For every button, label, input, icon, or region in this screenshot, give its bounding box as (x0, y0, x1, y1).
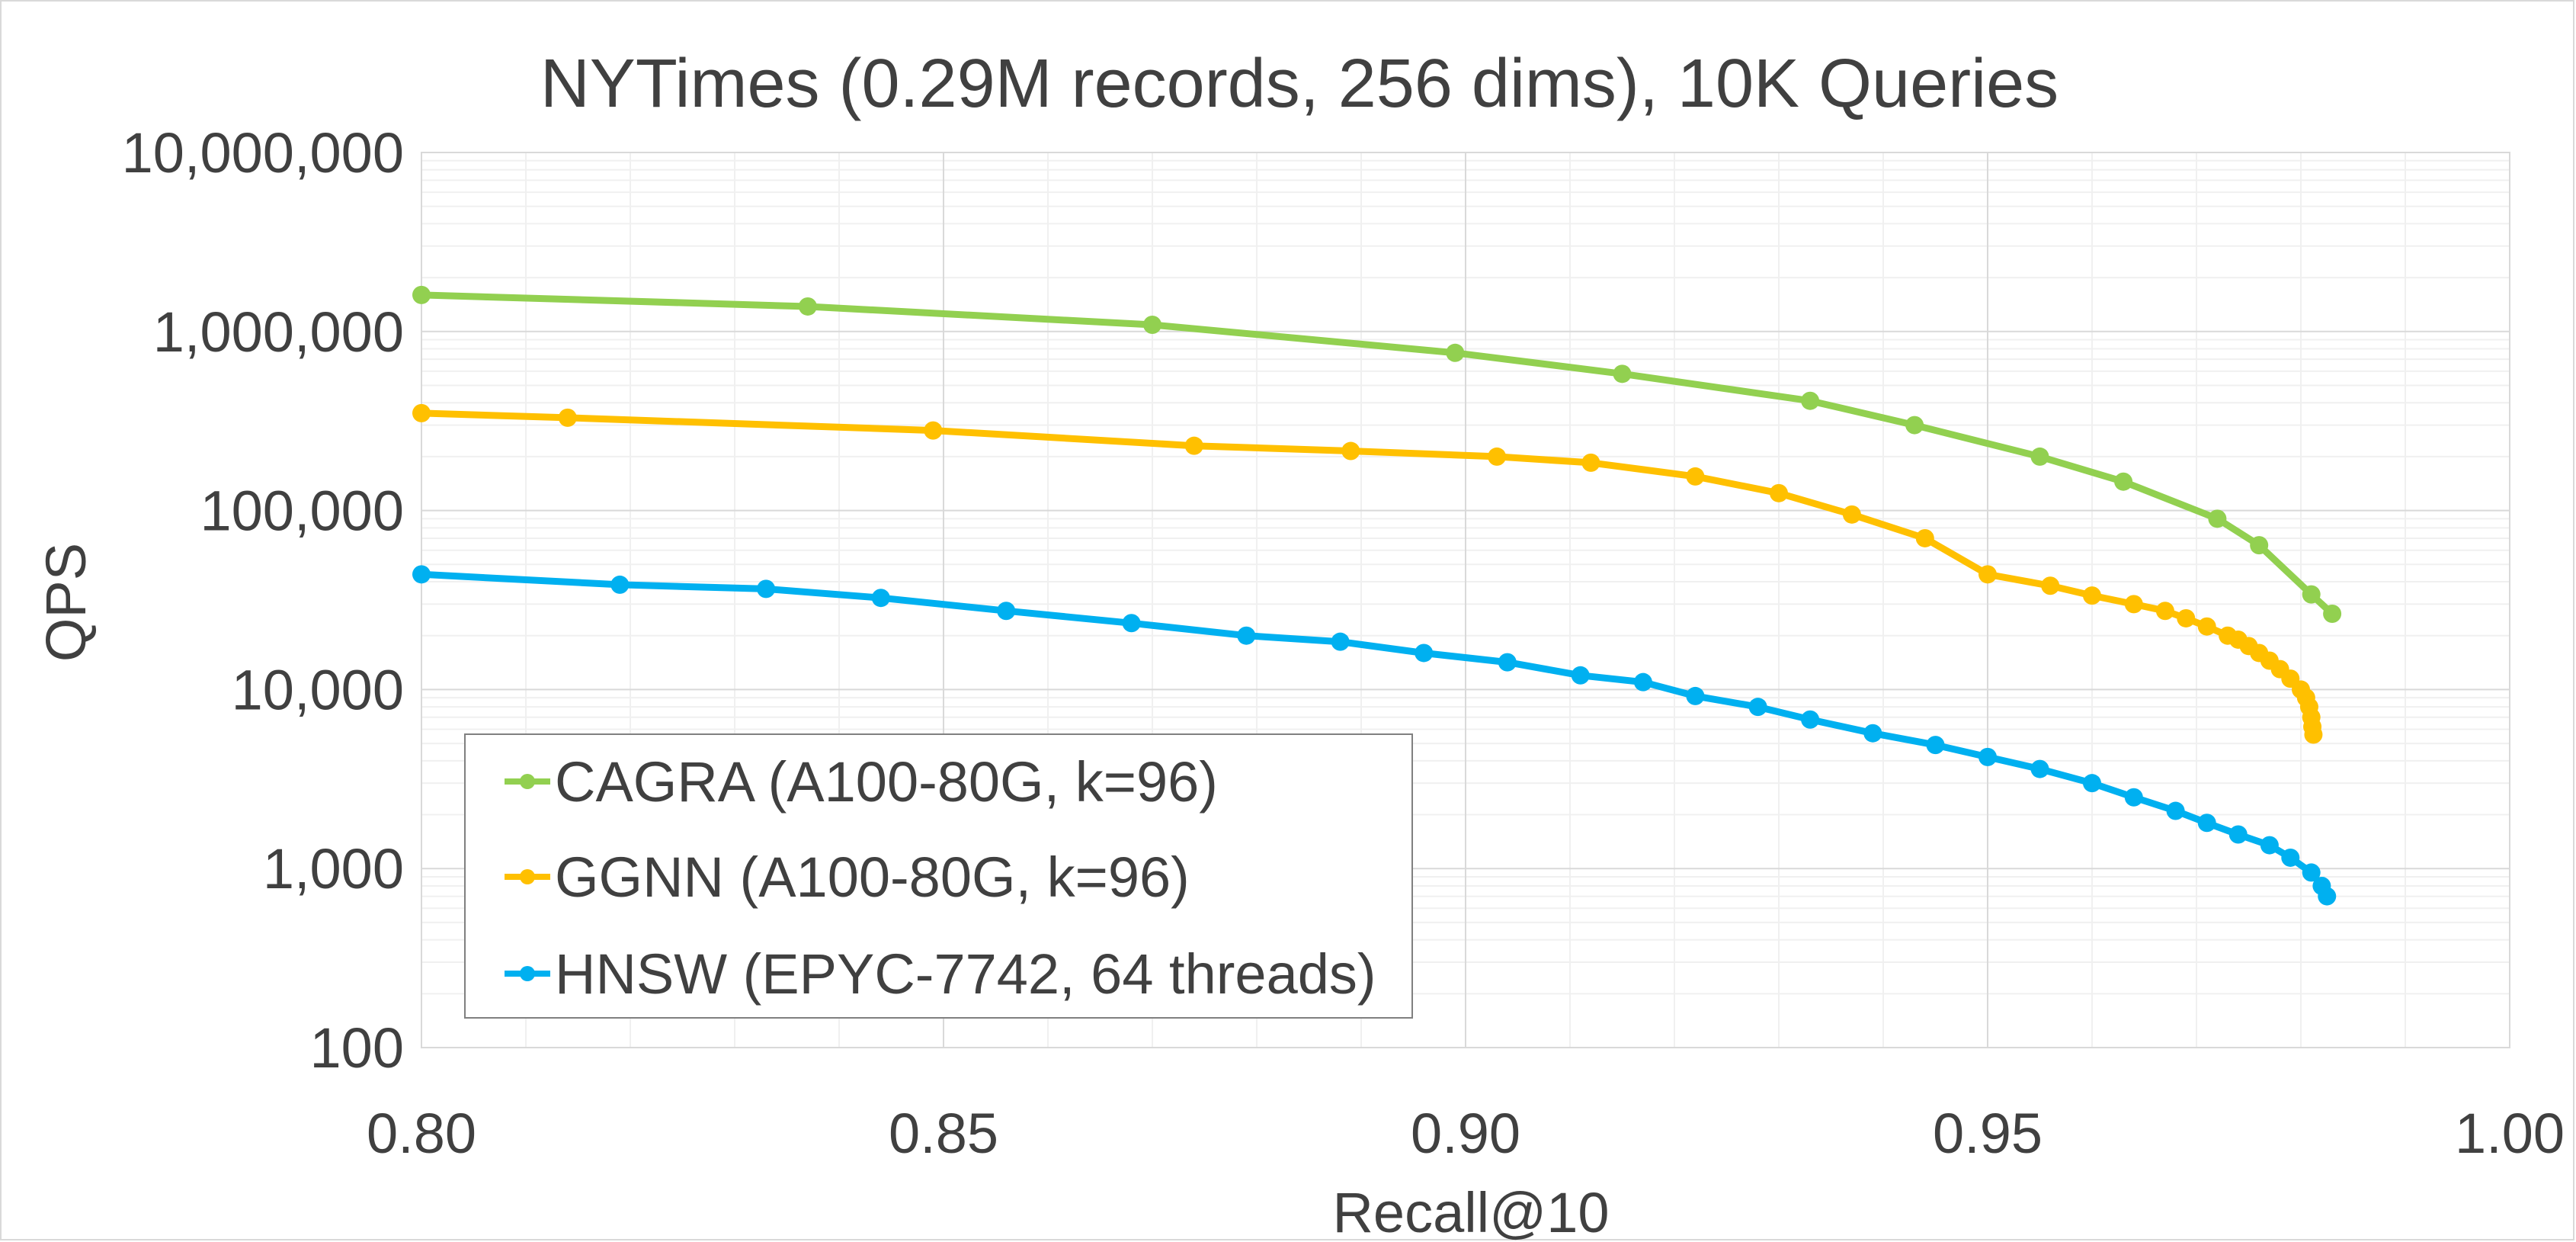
data-point-ggnn (924, 421, 943, 440)
data-point-hnsw (1978, 747, 1997, 766)
data-point-cagra (1801, 391, 1820, 410)
y-tick-label: 10,000,000 (122, 121, 404, 185)
data-point-hnsw (757, 579, 776, 599)
data-point-cagra (1143, 316, 1161, 335)
data-point-ggnn (558, 408, 577, 427)
data-point-cagra (2114, 472, 2133, 491)
data-point-hnsw (1926, 736, 1945, 755)
data-point-ggnn (1842, 505, 1861, 524)
data-point-hnsw (412, 565, 431, 584)
data-point-cagra (2030, 447, 2049, 466)
data-point-hnsw (2030, 759, 2049, 778)
data-point-hnsw (2281, 848, 2300, 867)
data-point-hnsw (1748, 698, 1767, 717)
data-point-ggnn (1184, 436, 1203, 455)
legend-marker-cagra (520, 774, 535, 789)
x-axis-title: Recall@10 (1332, 1181, 1609, 1242)
data-point-ggnn (2155, 602, 2174, 621)
x-tick-label: 0.85 (889, 1102, 998, 1165)
data-point-hnsw (2197, 814, 2216, 833)
data-point-ggnn (1915, 528, 1934, 547)
data-point-cagra (2302, 585, 2321, 604)
y-tick-label: 1,000 (263, 837, 404, 900)
data-point-hnsw (1498, 653, 1517, 672)
data-point-hnsw (2124, 788, 2143, 807)
data-point-hnsw (871, 589, 890, 608)
data-point-hnsw (1122, 614, 1141, 633)
data-point-hnsw (1863, 724, 1882, 743)
legend-box (464, 733, 1413, 1019)
x-tick-label: 0.80 (367, 1102, 476, 1165)
legend-label-ggnn: GGNN (A100-80G, k=96) (555, 846, 1190, 909)
data-point-hnsw (997, 602, 1016, 621)
data-point-ggnn (1581, 453, 1600, 472)
data-point-ggnn (2041, 576, 2060, 595)
series-ggnn (412, 403, 2323, 744)
y-tick-label: 1,000,000 (153, 300, 404, 364)
series-line-ggnn (418, 409, 2317, 738)
y-axis-title: QPS (34, 543, 98, 662)
legend-item-cagra: CAGRA (A100-80G, k=96) (505, 750, 1218, 814)
data-point-hnsw (1331, 632, 1350, 651)
series-layer (412, 285, 2342, 906)
data-point-hnsw (1415, 643, 1434, 663)
data-point-hnsw (1686, 686, 1705, 705)
legend-item-hnsw: HNSW (EPYC-7742, 64 threads) (505, 942, 1376, 1006)
x-tick-label: 0.95 (1933, 1102, 2043, 1165)
data-point-hnsw (2318, 887, 2337, 906)
data-point-cagra (2250, 536, 2269, 555)
series-hnsw (412, 565, 2337, 906)
data-point-ggnn (2124, 595, 2143, 614)
data-point-cagra (1613, 364, 1632, 384)
data-point-ggnn (2177, 608, 2196, 627)
data-point-hnsw (1571, 666, 1590, 685)
data-point-hnsw (2302, 863, 2321, 882)
data-point-hnsw (2166, 801, 2185, 820)
y-tick-label: 100,000 (200, 480, 405, 543)
data-point-hnsw (1633, 672, 1652, 692)
data-point-hnsw (2260, 836, 2279, 855)
legend-label-cagra: CAGRA (A100-80G, k=96) (555, 750, 1218, 814)
data-point-hnsw (610, 575, 630, 594)
data-point-ggnn (2083, 586, 2101, 605)
legend-marker-hnsw (520, 966, 535, 981)
data-point-hnsw (2083, 774, 2101, 793)
plot-area-border (421, 152, 2510, 1048)
x-tick-label: 1.00 (2455, 1102, 2565, 1165)
data-point-hnsw (1237, 626, 1256, 645)
legend-label-hnsw: HNSW (EPYC-7742, 64 threads) (555, 942, 1376, 1006)
series-cagra (412, 285, 2342, 624)
data-point-ggnn (1978, 565, 1997, 584)
data-point-cagra (1446, 343, 1465, 362)
data-point-hnsw (1801, 710, 1820, 729)
data-point-ggnn (1770, 483, 1788, 502)
y-axis-tick-labels: 100 1,000 10,000 100,000 1,000,000 10,000,000 (122, 121, 404, 1080)
data-point-ggnn (2197, 617, 2216, 636)
data-point-cagra (798, 297, 817, 316)
data-point-cagra (2323, 605, 2342, 624)
y-tick-label: 100 (310, 1016, 404, 1080)
data-point-ggnn (1488, 447, 1507, 466)
x-axis-tick-labels: 0.80 0.85 0.90 0.95 1.00 (367, 1102, 2565, 1165)
legend: CAGRA (A100-80G, k=96) GGNN (A100-80G, k… (464, 733, 1413, 1019)
data-point-cagra (412, 285, 431, 304)
legend-marker-ggnn (520, 869, 535, 884)
data-point-ggnn (1341, 441, 1360, 461)
y-tick-label: 10,000 (232, 658, 404, 721)
data-point-hnsw (2228, 825, 2248, 844)
legend-item-ggnn: GGNN (A100-80G, k=96) (505, 846, 1190, 909)
x-tick-label: 0.90 (1411, 1102, 1520, 1165)
data-point-ggnn (412, 403, 431, 422)
data-point-ggnn (1686, 467, 1705, 486)
data-point-ggnn (2304, 725, 2323, 744)
data-point-cagra (2208, 509, 2227, 528)
chart-title: NYTimes (0.29M records, 256 dims), 10K Q… (540, 46, 2059, 122)
data-point-cagra (1905, 416, 1924, 435)
